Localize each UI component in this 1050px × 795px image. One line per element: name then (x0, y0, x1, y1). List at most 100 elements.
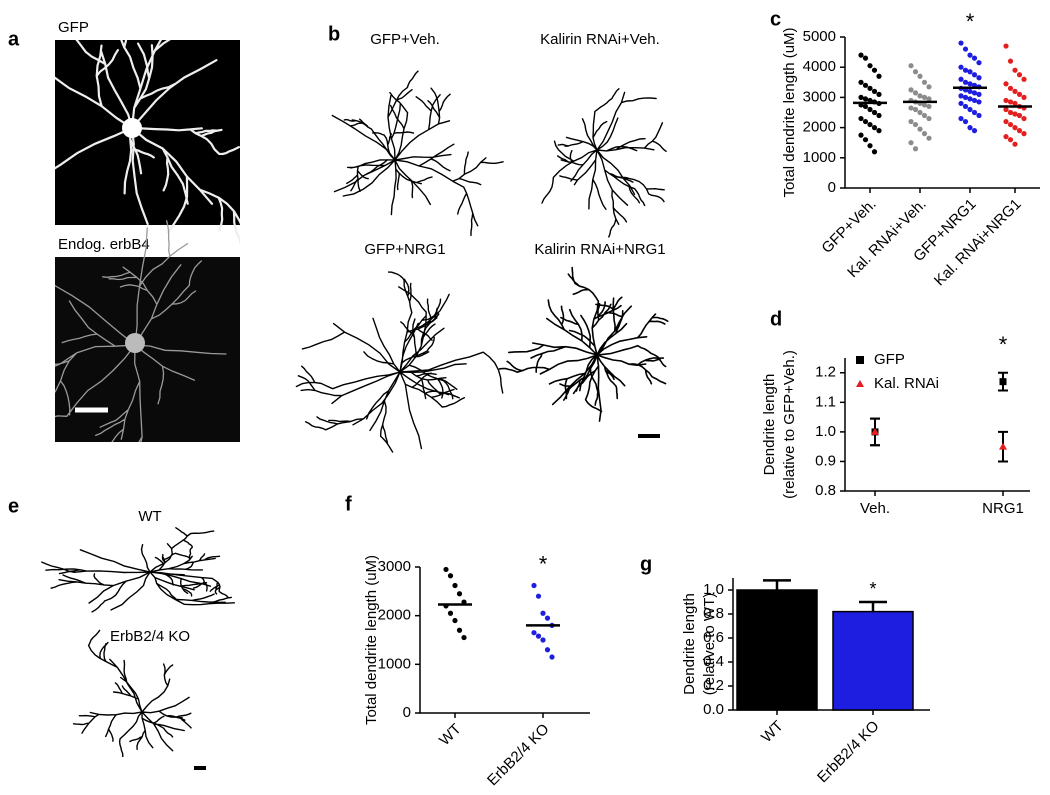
data-point (967, 96, 973, 102)
y-axis-label: Dendrite length (761, 374, 778, 476)
caption: Kalirin RNAi+Veh. (540, 31, 660, 48)
y-tick-label: 1.2 (815, 364, 836, 381)
data-point (971, 72, 978, 78)
data-point (976, 60, 982, 66)
panel-letter: g (640, 553, 652, 575)
significance: * (539, 551, 548, 576)
data-point (540, 637, 546, 643)
data-point (958, 93, 964, 99)
data-point (871, 427, 879, 435)
x-tick-label: ErbB2/4 KO (484, 721, 553, 790)
y-tick-label: 5000 (803, 28, 836, 45)
panel-letter: e (8, 495, 19, 517)
y-tick-label: 4000 (803, 58, 836, 75)
data-point (1021, 76, 1027, 82)
data-point (1016, 112, 1023, 119)
data-point (862, 96, 869, 102)
y-tick-label: 0.0 (703, 701, 724, 718)
data-point (544, 647, 551, 653)
error-bar (763, 579, 791, 590)
data-point (967, 52, 973, 58)
y-tick-label: 3000 (803, 88, 836, 105)
data-point (1012, 88, 1018, 94)
data-point (1012, 67, 1018, 73)
data-point (912, 121, 919, 128)
y-tick-label: 0.9 (815, 452, 836, 469)
y-tick-label: 0.8 (703, 605, 724, 622)
x-tick-label: NRG1 (982, 500, 1024, 517)
data-point (452, 582, 458, 589)
data-point (871, 125, 878, 131)
y-axis-label: Total dendrite length (uM) (363, 555, 380, 725)
data-point (871, 109, 878, 116)
data-point (1003, 81, 1009, 87)
data-point (926, 84, 932, 90)
data-point (1007, 121, 1014, 128)
neurite (55, 40, 240, 245)
data-point (962, 67, 969, 73)
data-point (1012, 141, 1018, 147)
data-point (1003, 106, 1009, 113)
data-point (1021, 115, 1027, 122)
significance: * (869, 579, 876, 599)
data-point (858, 132, 864, 138)
x-tick-label: WT (758, 718, 787, 747)
data-point (967, 69, 973, 75)
data-point (871, 88, 878, 94)
data-point (862, 118, 869, 125)
data-point (921, 112, 928, 119)
data-point (958, 40, 964, 46)
data-point (1021, 94, 1027, 100)
neurite (41, 527, 235, 613)
panel-letter: d (770, 308, 782, 330)
micrograph-neurites (55, 40, 240, 245)
data-point (926, 103, 932, 110)
bar (832, 610, 914, 711)
y-tick-label: 1.0 (815, 423, 836, 440)
neurite (541, 88, 667, 238)
data-point (876, 128, 882, 134)
data-point (1012, 100, 1018, 107)
data-point (443, 566, 449, 573)
data-point (531, 582, 537, 589)
data-point (921, 94, 928, 100)
data-point (1007, 85, 1014, 91)
data-point (912, 146, 919, 152)
data-point (1016, 91, 1023, 97)
soma (122, 118, 142, 138)
data-point (926, 96, 932, 102)
neurite (498, 266, 669, 422)
caption: GFP (58, 19, 89, 36)
data-point (958, 115, 964, 122)
caption: Endog. erbB4 (58, 236, 150, 253)
data-point (447, 610, 454, 616)
y-tick-label: 0.4 (703, 653, 724, 670)
bar (736, 589, 818, 711)
data-point (544, 615, 551, 621)
data-point (976, 75, 982, 81)
panel-letter: f (345, 493, 352, 515)
data-point (967, 106, 973, 113)
data-point (867, 63, 873, 69)
micrograph-neurites (55, 220, 227, 442)
significance: * (966, 9, 975, 34)
neurite (55, 220, 227, 442)
caption: ErbB2/4 KO (110, 628, 190, 645)
x-tick-label: Kal. RNAi+NRG1 (931, 196, 1025, 290)
y-tick-label: 1000 (378, 655, 411, 672)
x-tick-label: ErbB2/4 KO (814, 718, 883, 787)
legend-label: Kal. RNAi (874, 375, 939, 392)
neuron-tracings (41, 70, 669, 758)
x-tick-label: Veh. (860, 500, 890, 517)
data-point (921, 131, 928, 137)
neurite (331, 70, 504, 237)
y-tick-label: 0.8 (815, 482, 836, 499)
data-point (962, 118, 969, 125)
data-point (867, 106, 873, 113)
data-point (1003, 118, 1009, 125)
data-point (926, 135, 932, 141)
data-point (921, 102, 928, 108)
legend-marker (856, 380, 864, 387)
data-point (999, 378, 1007, 386)
